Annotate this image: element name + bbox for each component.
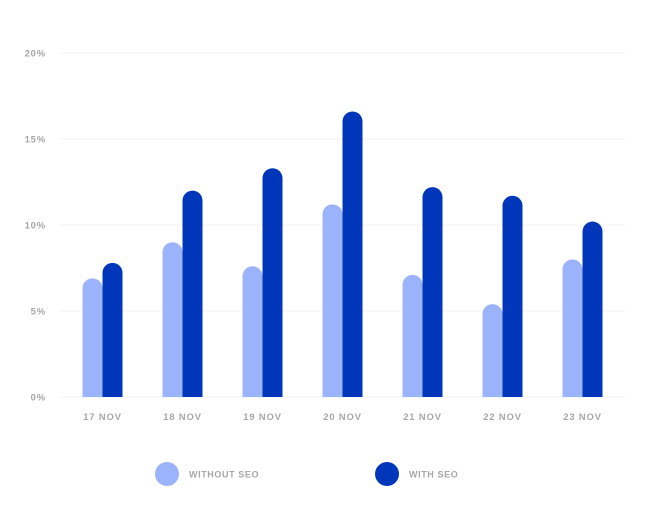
x-tick-label: 19 NOV (243, 412, 282, 423)
bar-with-seo-19-nov (262, 168, 283, 397)
y-tick-label: 15% (25, 135, 46, 146)
legend: WITHOUT SEO WITH SEO (155, 462, 458, 486)
x-tick-label: 18 NOV (163, 412, 202, 423)
bar-without-seo-18-nov (162, 242, 183, 397)
legend-item-with-seo: WITH SEO (375, 462, 458, 486)
bar-without-seo-19-nov (242, 266, 263, 397)
bar-with-seo-22-nov (502, 195, 523, 397)
bar-with-seo-18-nov (182, 190, 203, 397)
y-tick-label: 10% (25, 221, 46, 232)
y-axis: 0% 5% 10% 15% 20% (25, 49, 46, 404)
bar-with-seo-20-nov (342, 111, 363, 397)
legend-label: WITH SEO (409, 470, 458, 480)
legend-swatch (155, 462, 179, 486)
legend-swatch (375, 462, 399, 486)
x-axis: 17 NOV 18 NOV 19 NOV 20 NOV 21 NOV 22 NOV 23 N… (83, 412, 602, 423)
y-tick-label: 0% (31, 393, 46, 404)
bar-without-seo-23-nov (562, 259, 583, 397)
bar-with-seo-21-nov (422, 187, 443, 397)
bar-without-seo-21-nov (402, 274, 423, 397)
bar-without-seo-17-nov (82, 278, 103, 397)
x-tick-label: 23 NOV (563, 412, 602, 423)
bar-with-seo-23-nov (582, 221, 603, 397)
x-tick-label: 17 NOV (83, 412, 122, 423)
y-tick-label: 5% (31, 307, 46, 318)
bar-with-seo-17-nov (102, 262, 123, 397)
bars (82, 111, 603, 397)
x-tick-label: 21 NOV (403, 412, 442, 423)
bar-without-seo-22-nov (482, 304, 503, 397)
y-tick-label: 20% (25, 49, 46, 60)
legend-label: WITHOUT SEO (189, 470, 259, 480)
x-tick-label: 22 NOV (483, 412, 522, 423)
x-tick-label: 20 NOV (323, 412, 362, 423)
bar-without-seo-20-nov (322, 204, 343, 397)
legend-item-without-seo: WITHOUT SEO (155, 462, 259, 486)
